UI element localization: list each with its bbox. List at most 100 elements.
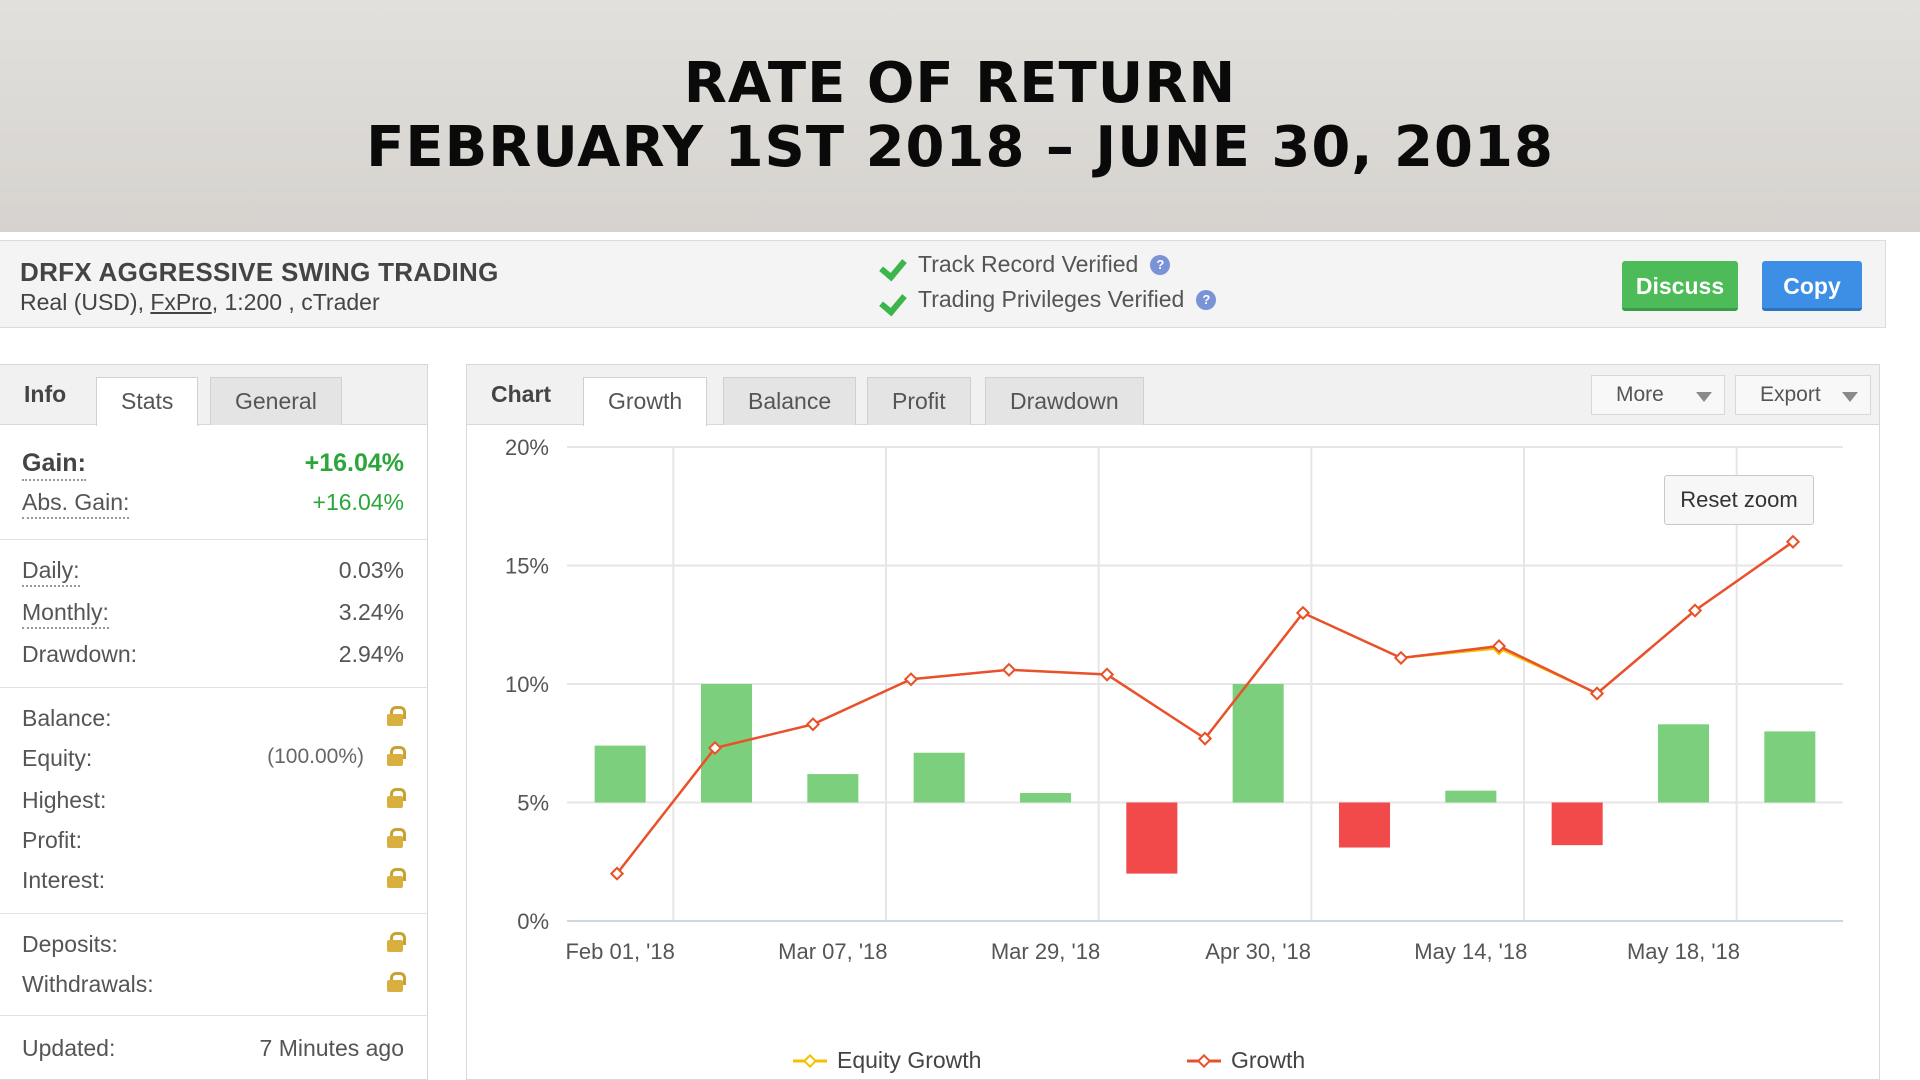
series-line-equity-growth xyxy=(616,540,1794,875)
export-label: Export xyxy=(1760,383,1821,406)
track-record-label: Track Record Verified xyxy=(918,251,1139,277)
tab-drawdown[interactable]: Drawdown xyxy=(985,377,1144,425)
series-point xyxy=(903,672,919,687)
growth-bar xyxy=(1764,731,1816,803)
info-panel: Info Stats General Gain: +16.04% Abs. Ga… xyxy=(0,364,428,1080)
legend-equity-growth[interactable]: Equity Growth xyxy=(793,1047,981,1074)
growth-bar xyxy=(1657,724,1710,803)
daily-value: 0.03% xyxy=(338,557,404,583)
series-point xyxy=(805,717,821,732)
slide-subtitle: FEBRUARY 1ST 2018 – JUNE 30, 2018 xyxy=(366,115,1554,180)
tab-profit[interactable]: Profit xyxy=(867,377,971,425)
series-point xyxy=(609,866,625,881)
account-details: Real (USD), FxPro, 1:200 , cTrader xyxy=(20,289,380,316)
y-tick-label: 5% xyxy=(517,791,549,816)
check-icon xyxy=(882,253,906,277)
chart-panel: Chart Growth Balance Profit Drawdown Mor… xyxy=(466,364,1880,1080)
drawdown-label: Drawdown: xyxy=(22,641,138,667)
growth-bar xyxy=(1338,802,1391,848)
reset-zoom-button[interactable]: Reset zoom xyxy=(1664,475,1814,525)
tab-stats[interactable]: Stats xyxy=(96,377,199,426)
account-type: Real (USD), xyxy=(20,289,151,315)
legend-equity-growth-marker xyxy=(793,1053,827,1068)
x-tick-label: May 18, '18 xyxy=(1627,939,1740,964)
copy-button[interactable]: Copy xyxy=(1762,261,1862,311)
more-label: More xyxy=(1616,383,1664,406)
check-icon xyxy=(882,288,906,312)
account-leverage: , 1:200 , cTrader xyxy=(211,289,380,315)
question-icon[interactable]: ? xyxy=(1196,289,1217,310)
legend-equity-growth-label: Equity Growth xyxy=(837,1047,982,1073)
divider xyxy=(0,687,428,688)
info-tabbar: Info Stats General xyxy=(0,365,427,426)
x-tick-label: Mar 29, '18 xyxy=(991,939,1100,964)
system-header: DRFX AGGRESSIVE SWING TRADING Real (USD)… xyxy=(0,240,1886,328)
series-point xyxy=(707,740,723,756)
y-tick-label: 15% xyxy=(505,554,549,579)
series-point xyxy=(1589,686,1605,701)
lock-icon[interactable] xyxy=(386,706,406,726)
withdrawals-label: Withdrawals: xyxy=(22,971,154,997)
trading-privileges-label: Trading Privileges Verified xyxy=(918,286,1185,312)
growth-bar xyxy=(1445,790,1497,803)
updated-label: Updated: xyxy=(22,1035,116,1061)
profit-label: Profit: xyxy=(22,827,83,853)
divider xyxy=(0,1015,428,1016)
broker-link[interactable]: FxPro xyxy=(150,289,212,315)
chevron-down-icon xyxy=(1842,392,1858,402)
more-dropdown[interactable]: More xyxy=(1591,375,1725,415)
lock-icon[interactable] xyxy=(386,788,406,808)
lock-icon[interactable] xyxy=(386,932,406,952)
growth-bar xyxy=(700,684,753,803)
x-tick-label: Apr 30, '18 xyxy=(1205,939,1311,964)
slide-title: RATE OF RETURN xyxy=(683,51,1237,116)
question-icon[interactable]: ? xyxy=(1150,254,1171,275)
tab-balance[interactable]: Balance xyxy=(723,377,857,425)
y-tick-label: 20% xyxy=(505,435,549,460)
export-dropdown[interactable]: Export xyxy=(1735,375,1871,415)
series-point xyxy=(1001,662,1017,677)
y-tick-label: 10% xyxy=(505,672,549,697)
x-tick-label: Feb 01, '18 xyxy=(565,939,674,964)
tab-growth[interactable]: Growth xyxy=(583,377,708,426)
divider xyxy=(0,539,428,540)
trading-privileges-verified: Trading Privileges Verified ? xyxy=(882,286,1217,313)
legend-growth-marker xyxy=(1187,1053,1221,1068)
equity-label: Equity: xyxy=(22,745,93,771)
lock-icon[interactable] xyxy=(386,828,406,848)
series-point xyxy=(1393,650,1409,666)
divider xyxy=(0,913,428,914)
daily-label: Daily: xyxy=(22,557,80,587)
equity-percent: (100.00%) xyxy=(267,745,364,768)
monthly-value: 3.24% xyxy=(338,599,404,625)
y-tick-label: 0% xyxy=(517,909,549,934)
gain-value: +16.04% xyxy=(304,449,404,477)
interest-label: Interest: xyxy=(22,867,106,893)
series-point xyxy=(1197,731,1213,746)
highest-label: Highest: xyxy=(22,787,107,813)
x-tick-label: Mar 07, '18 xyxy=(778,939,887,964)
series-line-growth xyxy=(616,540,1794,875)
tab-general[interactable]: General xyxy=(210,377,342,425)
discuss-button[interactable]: Discuss xyxy=(1622,261,1738,311)
balance-label: Balance: xyxy=(22,705,112,731)
legend-growth-label: Growth xyxy=(1231,1047,1306,1073)
track-record-verified: Track Record Verified ? xyxy=(882,251,1171,278)
abs-gain-label: Abs. Gain: xyxy=(22,489,130,519)
growth-bar xyxy=(913,752,965,803)
series-point xyxy=(1687,603,1703,618)
growth-chart[interactable]: 0% 5% 10% 15% 20% Feb 01, '18 Mar 07, '18 Mar 2… xyxy=(467,425,1879,1045)
lock-icon[interactable] xyxy=(386,746,406,766)
abs-gain-value: +16.04% xyxy=(312,489,404,515)
lock-icon[interactable] xyxy=(386,972,406,992)
legend-growth[interactable]: Growth xyxy=(1187,1047,1305,1074)
x-tick-label: May 14, '18 xyxy=(1414,939,1527,964)
lock-icon[interactable] xyxy=(386,868,406,888)
growth-bar xyxy=(1551,802,1603,846)
tab-info[interactable]: Info xyxy=(24,381,67,407)
updated-value: 7 Minutes ago xyxy=(259,1035,404,1061)
monthly-label: Monthly: xyxy=(22,599,109,629)
system-name: DRFX AGGRESSIVE SWING TRADING xyxy=(20,257,499,287)
deposits-label: Deposits: xyxy=(22,931,118,957)
growth-bar xyxy=(1232,684,1284,803)
